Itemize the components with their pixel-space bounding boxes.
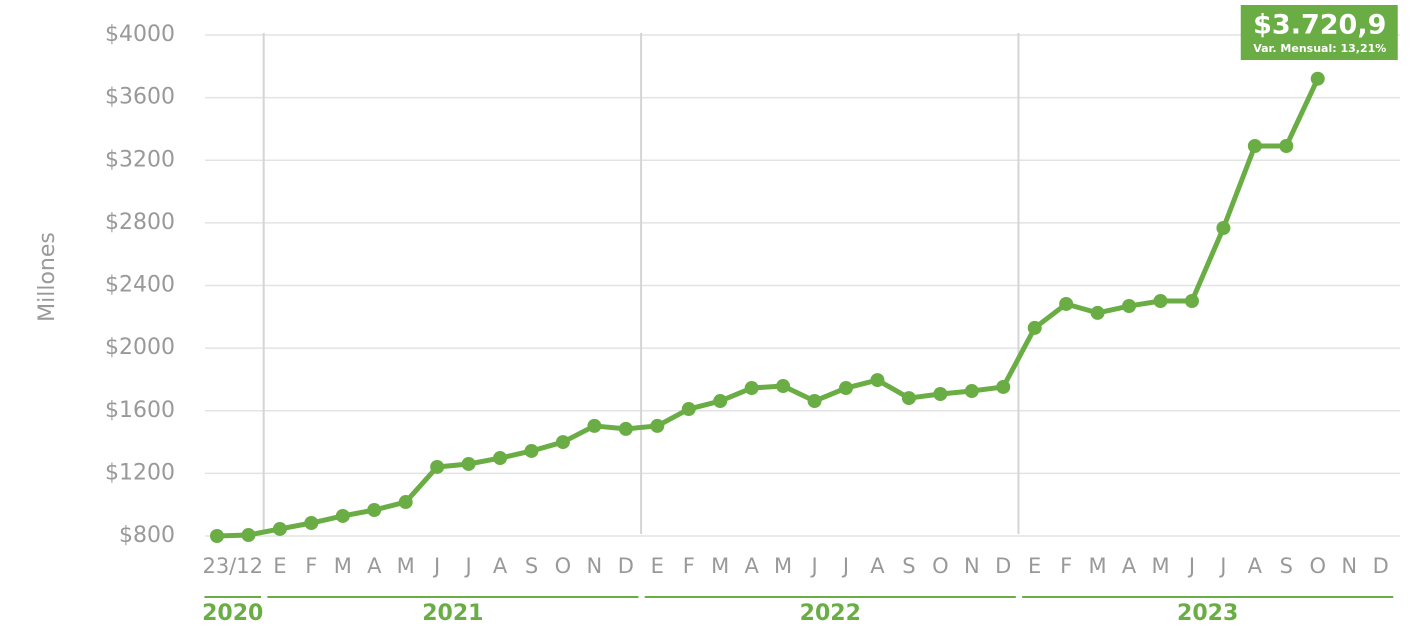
line (216, 77, 1321, 539)
x-tick-label: F (683, 554, 695, 578)
point (210, 529, 224, 543)
point (1310, 71, 1325, 86)
point (964, 384, 979, 399)
point (555, 435, 570, 450)
x-tick-label: M (711, 554, 729, 578)
x-tick-label: S (902, 554, 915, 578)
point (524, 443, 539, 458)
x-tick-label: S (1280, 554, 1293, 578)
point (681, 402, 696, 417)
y-axis-label: Millones (35, 232, 60, 322)
x-tick-label: A (744, 554, 759, 578)
point (1090, 305, 1105, 320)
point (1059, 296, 1074, 311)
x-tick-label: N (964, 554, 980, 578)
y-tick-label: $1200 (105, 460, 175, 485)
x-tick-label: E (1028, 554, 1041, 578)
y-tick-label: $1600 (105, 398, 175, 423)
x-tick-label: F (1060, 554, 1072, 578)
x-tick-label: J (809, 554, 817, 578)
x-tick-label: 23/12 (202, 554, 263, 578)
annotation: Var. Mensual: 13,21% (1253, 42, 1386, 55)
x-tick-label: D (618, 554, 634, 578)
x-tick-label: O (932, 554, 949, 578)
point (1279, 139, 1294, 154)
point (304, 516, 319, 531)
x-tick-label: M (774, 554, 792, 578)
y-tick-label: $2400 (105, 273, 175, 298)
year-label: 2023 (1177, 601, 1238, 626)
point (744, 381, 759, 396)
x-tick-label: J (1218, 554, 1226, 578)
point (807, 394, 822, 409)
point (870, 373, 885, 388)
year-label: 2022 (800, 601, 861, 626)
x-tick-label: E (273, 554, 286, 578)
y-tick-label: $3200 (105, 147, 175, 172)
point (272, 521, 287, 536)
annotation-box (1240, 5, 1398, 60)
y-tick-label: $800 (119, 523, 175, 548)
x-tick-label: M (334, 554, 352, 578)
y-tick-label: $4000 (105, 22, 175, 47)
x-tick-label: M (1089, 554, 1107, 578)
x-tick-label: N (587, 554, 603, 578)
year-label: 2021 (422, 601, 483, 626)
x-tick-label: A (1248, 554, 1263, 578)
value-label: $3.720,9 (1253, 10, 1386, 41)
x-tick-label: D (1373, 554, 1389, 578)
x-tick-label: E (651, 554, 664, 578)
x-tick-label: J (432, 554, 440, 578)
point (713, 394, 728, 409)
point (839, 381, 853, 396)
x-tick-label: A (367, 554, 382, 578)
point (650, 418, 665, 433)
y-tick-label: $2800 (105, 210, 175, 235)
x-tick-label: O (1309, 554, 1326, 578)
point (933, 386, 948, 401)
x-tick-label: J (841, 554, 849, 578)
y-tick-label: $3600 (105, 85, 175, 110)
x-tick-label: J (463, 554, 471, 578)
point (587, 418, 602, 433)
point (618, 421, 633, 436)
year-label: 2020 (202, 601, 263, 626)
x-tick-label: F (305, 554, 317, 578)
x-tick-label: S (525, 554, 538, 578)
point (335, 508, 350, 523)
point (1027, 320, 1042, 335)
point (493, 451, 508, 466)
x-tick-label: A (870, 554, 885, 578)
point (241, 528, 256, 543)
point (1216, 221, 1231, 236)
point (461, 456, 476, 471)
point (776, 379, 791, 394)
point (1153, 293, 1168, 308)
x-tick-label: N (1341, 554, 1357, 578)
y-tick-label: $2000 (105, 335, 175, 360)
point (901, 391, 916, 406)
x-tick-label: J (1187, 554, 1195, 578)
x-tick-label: A (493, 554, 508, 578)
point (1247, 139, 1262, 154)
point (996, 379, 1011, 394)
point (367, 503, 382, 518)
x-tick-label: M (397, 554, 415, 578)
point (398, 495, 413, 510)
x-tick-label: A (1122, 554, 1137, 578)
point (1184, 293, 1199, 308)
x-tick-label: O (555, 554, 572, 578)
point (1122, 299, 1137, 314)
x-tick-label: D (995, 554, 1011, 578)
x-tick-label: M (1151, 554, 1169, 578)
point (430, 459, 445, 474)
